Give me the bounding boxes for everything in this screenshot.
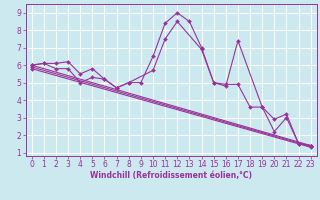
X-axis label: Windchill (Refroidissement éolien,°C): Windchill (Refroidissement éolien,°C) <box>90 171 252 180</box>
